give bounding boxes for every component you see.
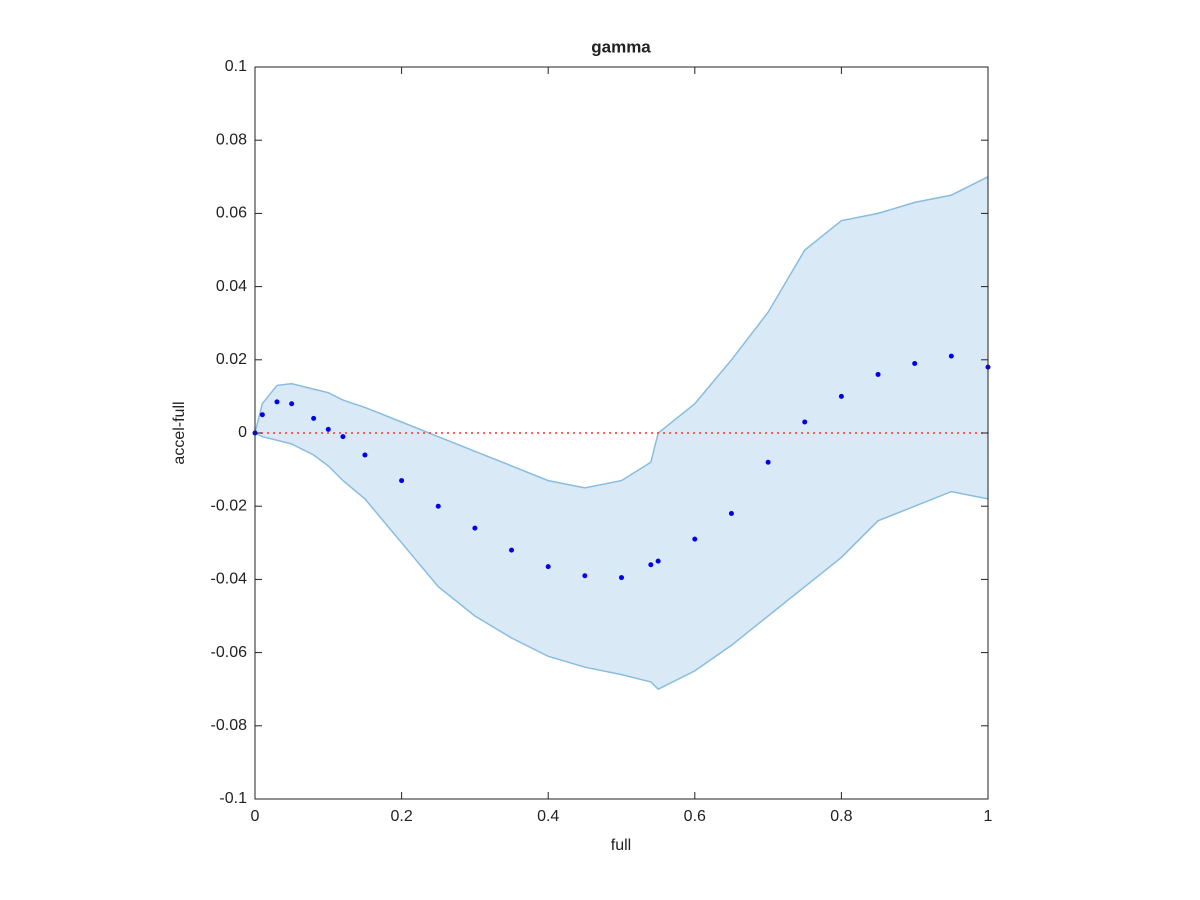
y-axis-label: accel-full [171, 401, 188, 464]
point [655, 558, 661, 564]
point [325, 426, 331, 432]
y-tick-label: 0.06 [216, 205, 247, 222]
band-upper [254, 176, 989, 489]
y-tick-label: 0.04 [216, 278, 247, 295]
point [948, 353, 954, 359]
point [728, 511, 734, 517]
point [362, 452, 368, 458]
point [435, 503, 441, 509]
x-tick-label: 1 [984, 808, 993, 825]
point [619, 575, 624, 581]
x-tick-label: 0.8 [830, 808, 852, 825]
point [340, 434, 346, 440]
point [802, 419, 808, 425]
x-tick-label: 0.2 [390, 808, 412, 825]
x-tick-label: 0 [251, 808, 260, 825]
point [582, 573, 588, 579]
y-tick-label: -0.06 [211, 644, 248, 661]
y-tick-label: -0.08 [211, 717, 248, 734]
x-axis-label: full [611, 837, 631, 854]
band-lower [254, 432, 989, 691]
x-tick-label: 0.6 [684, 808, 706, 825]
point [912, 360, 918, 366]
y-tick-label: 0 [238, 424, 247, 441]
point [311, 415, 317, 421]
point [875, 371, 881, 377]
point [259, 412, 265, 418]
y-tick-label: 0.02 [216, 351, 247, 368]
point [838, 393, 844, 399]
y-tick-label: -0.1 [219, 790, 247, 807]
x-tick-label: 0.4 [537, 808, 559, 825]
y-tick-label: -0.04 [211, 571, 248, 588]
chart-title: gamma [591, 37, 651, 56]
point [274, 399, 280, 405]
band-area [255, 176, 988, 690]
point [545, 564, 551, 570]
point [692, 536, 698, 542]
y-tick-label: 0.1 [225, 58, 247, 75]
point [399, 478, 405, 484]
point [648, 562, 654, 568]
point [509, 547, 515, 553]
y-tick-label: -0.02 [211, 497, 248, 514]
point [289, 401, 295, 407]
point [472, 525, 478, 531]
point [765, 459, 771, 465]
y-tick-label: 0.08 [216, 131, 247, 148]
